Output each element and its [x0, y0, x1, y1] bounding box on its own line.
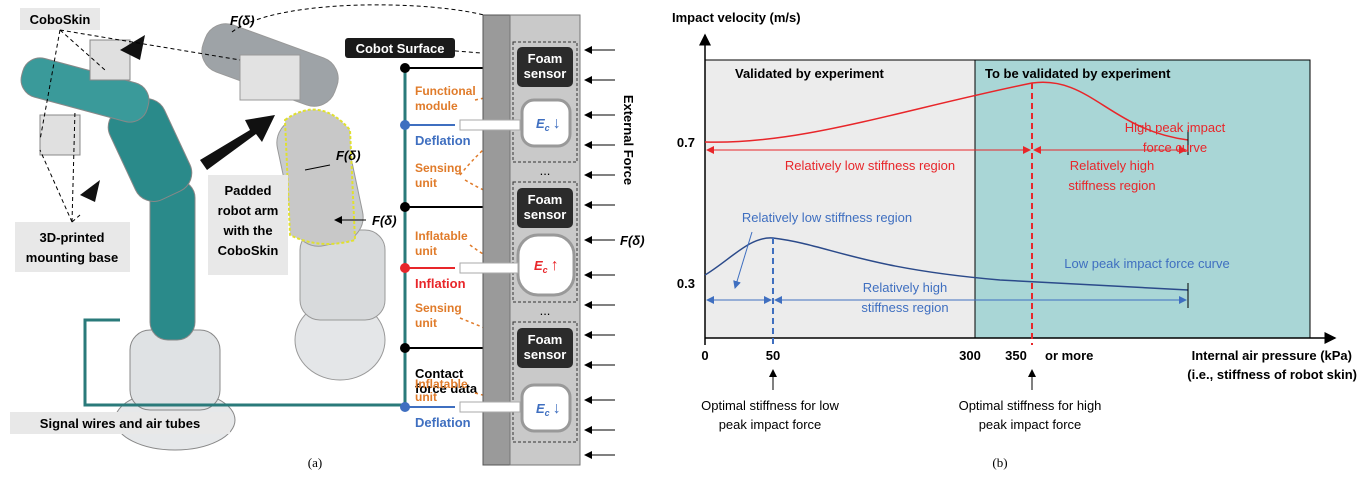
validated-region: [705, 60, 975, 338]
label: Deflation: [415, 133, 471, 148]
region-title: Validated by experiment: [735, 66, 885, 81]
x-tick-label: 300: [959, 348, 981, 363]
text-line: Foam: [528, 332, 563, 347]
caption: (a): [308, 455, 322, 470]
label: Signal wires and air tubes: [40, 416, 200, 431]
caption: (b): [992, 455, 1007, 470]
x-tick-label: 50: [766, 348, 780, 363]
text-line: Foam: [528, 192, 563, 207]
panel-b: Impact velocity (m/s) Validated by exper…: [672, 10, 1357, 470]
x-axis-label: Internal air pressure (kPa)(i.e., stiffn…: [1187, 348, 1357, 382]
arrow: [80, 180, 100, 202]
external-force-arrows: [585, 50, 615, 455]
label: Cobot Surface: [356, 41, 445, 56]
ellipsis: ...: [540, 303, 551, 318]
force-label: F(δ): [372, 213, 397, 228]
x-tick-label: 0: [701, 348, 708, 363]
to-validate-region: [975, 60, 1310, 338]
external-force-label: External Force: [621, 95, 636, 185]
x-tick-label: or more: [1045, 348, 1093, 363]
region-label: Relatively low stiffness region: [785, 158, 955, 173]
ellipsis: ...: [540, 163, 551, 178]
region-title: To be validated by experiment: [985, 66, 1171, 81]
region-label: Relatively low stiffness region: [742, 210, 912, 225]
text-line: Foam: [528, 51, 563, 66]
force-label: F(δ): [336, 148, 361, 163]
text-line: sensor: [524, 347, 567, 362]
text-line: sensor: [524, 66, 567, 81]
cobot-surface: [483, 15, 510, 465]
arrow: [200, 115, 275, 170]
y-tick-label: 0.3: [677, 276, 695, 291]
label: Inflation: [415, 276, 466, 291]
x-tick-label: 350: [1005, 348, 1027, 363]
text-line: sensor: [524, 207, 567, 222]
figure: CoboSkin Paddedrobot armwith theCoboSkin…: [0, 0, 1372, 475]
y-axis-label: Impact velocity (m/s): [672, 10, 801, 25]
force-label: F(δ): [230, 13, 255, 28]
y-tick-label: 0.7: [677, 135, 695, 150]
label: CoboSkin: [30, 12, 91, 27]
label: Deflation: [415, 415, 471, 430]
curve-label: Low peak impact force curve: [1064, 256, 1229, 271]
force-label: F(δ): [620, 233, 645, 248]
